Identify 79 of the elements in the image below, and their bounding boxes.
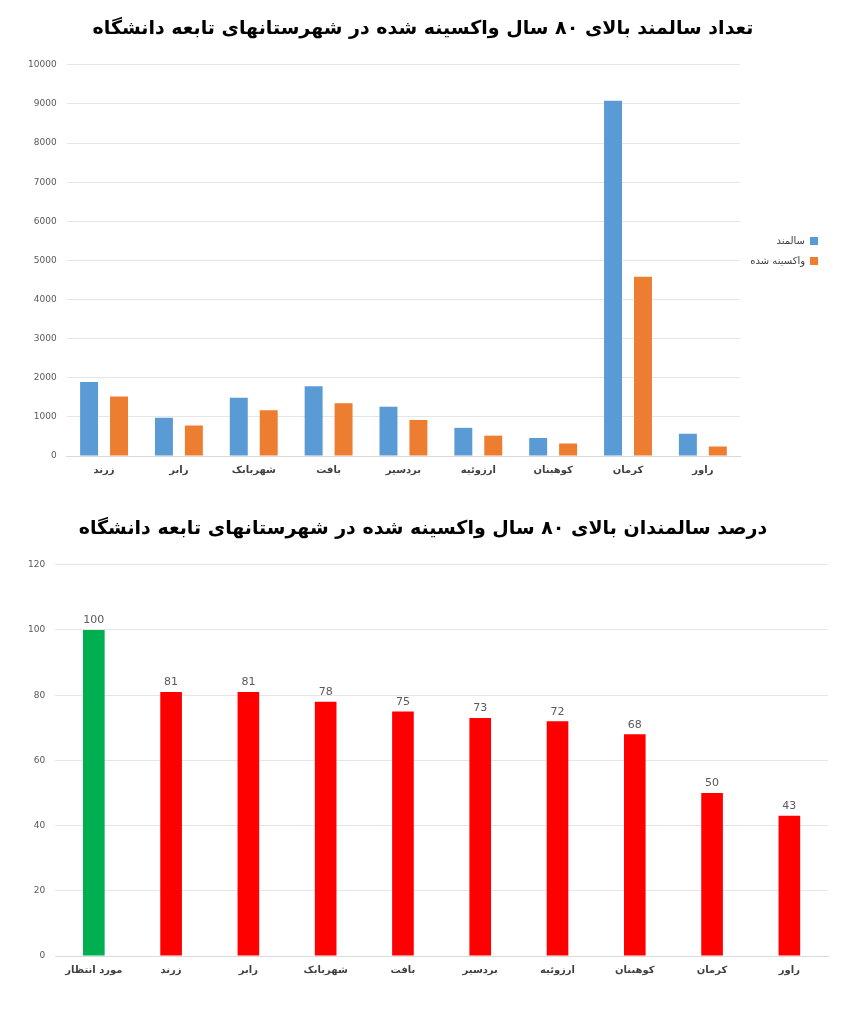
bar xyxy=(304,386,323,456)
y-tick-label: 8000 xyxy=(33,137,57,148)
x-tick-label: شهربابک xyxy=(231,463,276,476)
y-tick-label: 1000 xyxy=(33,411,57,422)
x-tick-label: کرمان xyxy=(696,963,728,976)
data-label: 81 xyxy=(241,675,256,689)
bar xyxy=(708,446,727,456)
data-label: 43 xyxy=(782,799,797,813)
bar xyxy=(409,420,428,456)
bar xyxy=(604,100,623,456)
x-tick-label: شهربابک xyxy=(303,963,348,976)
y-tick-label: 7000 xyxy=(33,176,57,187)
bar xyxy=(160,691,182,956)
x-tick-label: ارزوئیه xyxy=(460,463,496,476)
y-tick-label: 80 xyxy=(33,689,46,700)
y-tick-label: 40 xyxy=(33,819,46,830)
x-tick-label: کوهبنان xyxy=(533,463,574,476)
x-tick-label: مورد انتظار xyxy=(64,963,123,976)
x-tick-label: زرند xyxy=(160,963,182,976)
bar xyxy=(484,435,503,456)
bar xyxy=(559,443,578,456)
legend-label: واکسینه شده xyxy=(750,254,806,267)
x-tick-label: ارزوئیه xyxy=(539,963,576,976)
bar xyxy=(546,721,569,956)
y-tick-label: 0 xyxy=(39,950,46,961)
y-tick-label: 0 xyxy=(50,450,57,461)
chart-title: درصد سالمندان بالای ۸۰ سال واکسینه شده در شهرستانهای تابعه دانشگاه xyxy=(78,516,768,540)
data-label: 81 xyxy=(164,675,179,689)
bar xyxy=(701,793,723,956)
bar xyxy=(80,382,99,456)
x-tick-label: راور xyxy=(691,463,714,476)
bar xyxy=(237,691,260,956)
x-tick-label: رابر xyxy=(168,463,189,476)
x-tick-label: کرمان xyxy=(612,463,644,476)
bar xyxy=(633,276,652,456)
bar xyxy=(334,403,353,456)
x-tick-label: زرند xyxy=(93,463,115,476)
data-label: 68 xyxy=(627,717,642,731)
x-tick-label: کوهبنان xyxy=(615,963,655,976)
bar xyxy=(454,427,473,456)
data-label: 72 xyxy=(550,704,565,718)
x-tick-label: بافت xyxy=(316,463,341,475)
bar xyxy=(678,433,697,456)
x-tick-label: بردسیر xyxy=(461,963,498,976)
y-tick-label: 10000 xyxy=(27,59,57,70)
data-label: 75 xyxy=(395,694,410,708)
y-tick-label: 9000 xyxy=(33,98,57,109)
data-label: 73 xyxy=(473,701,488,715)
y-tick-label: 60 xyxy=(33,754,46,765)
legend-label: سالمند xyxy=(776,234,805,246)
y-tick-label: 5000 xyxy=(33,254,57,265)
y-tick-label: 100 xyxy=(27,624,46,635)
bar xyxy=(184,425,203,456)
data-label: 78 xyxy=(318,685,333,699)
bar xyxy=(778,815,801,956)
bar xyxy=(392,711,414,956)
y-tick-label: 20 xyxy=(33,885,46,896)
x-tick-label: بردسیر xyxy=(384,463,422,476)
y-tick-label: 3000 xyxy=(33,332,57,343)
bar xyxy=(259,410,278,456)
chart-title: تعداد سالمند بالای ۸۰ سال واکسینه شده در شهرستانهای تابعه دانشگاه xyxy=(92,16,754,40)
bar xyxy=(314,701,337,956)
x-tick-label: راور xyxy=(777,963,801,976)
y-tick-label: 4000 xyxy=(33,293,57,304)
bar xyxy=(229,397,248,456)
bar xyxy=(623,734,646,956)
bar xyxy=(379,406,398,456)
x-tick-label: بافت xyxy=(390,963,416,975)
x-tick-label: رابر xyxy=(237,963,259,976)
bar xyxy=(469,718,492,956)
y-tick-label: 120 xyxy=(27,559,46,570)
bar xyxy=(154,417,173,456)
data-label: 100 xyxy=(83,613,105,627)
bar xyxy=(110,396,129,456)
bar xyxy=(529,438,548,456)
y-tick-label: 6000 xyxy=(33,215,57,226)
y-tick-label: 2000 xyxy=(33,372,57,383)
bar xyxy=(83,630,105,956)
data-label: 50 xyxy=(705,776,720,790)
